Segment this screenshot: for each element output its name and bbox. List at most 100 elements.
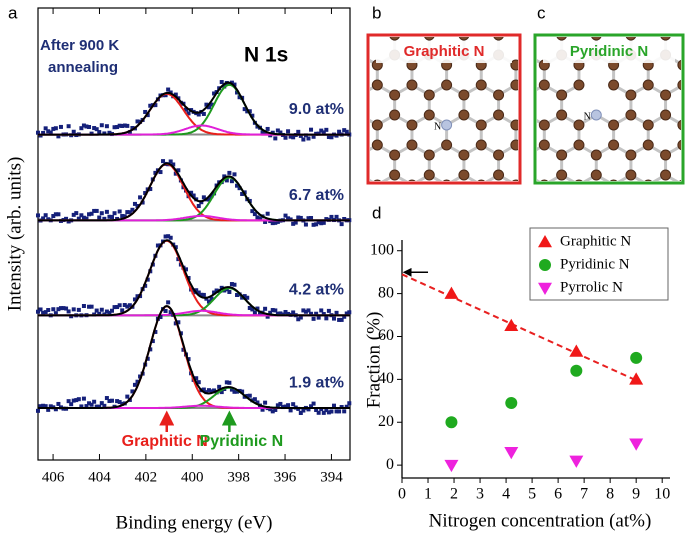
- bond: [510, 265, 527, 275]
- data-point: [204, 390, 209, 395]
- bond: [291, 55, 308, 65]
- carbon-atom: [442, 240, 452, 250]
- data-point: [120, 123, 125, 128]
- bond: [637, 205, 654, 215]
- data-point: [145, 113, 150, 118]
- data-point: [303, 222, 308, 227]
- carbon-atom: [251, 270, 261, 280]
- data-point: [263, 400, 268, 405]
- carbon-atom: [493, 149, 505, 161]
- title-bg: [376, 41, 512, 63]
- data-point: [122, 303, 127, 308]
- data-point: [191, 290, 196, 295]
- legend-marker: [539, 259, 551, 271]
- nitrogen-atom: [441, 119, 453, 131]
- carbon-atom: [320, 230, 330, 240]
- carbon-atom: [390, 230, 400, 240]
- bond: [343, 175, 360, 185]
- bond: [256, 0, 273, 5]
- data-point: [275, 219, 280, 224]
- x-axis-label: Binding energy (eV): [116, 512, 273, 533]
- carbon-atom: [557, 210, 567, 220]
- bond: [325, 265, 342, 275]
- legend-label: Pyridinic N: [560, 256, 630, 272]
- bond: [481, 265, 498, 275]
- panel-label: a: [8, 3, 18, 22]
- carbon-atom: [435, 20, 445, 30]
- bond: [256, 235, 273, 245]
- data-point: [235, 389, 240, 394]
- bond: [377, 265, 394, 275]
- data-point: [143, 109, 148, 114]
- legend-label: Graphitic N: [560, 233, 631, 249]
- carbon-atom: [615, 200, 625, 210]
- carbon-atom: [453, 270, 463, 280]
- series-label: 9.0 at%: [289, 101, 344, 118]
- carbon-atom: [546, 20, 556, 30]
- data-point: [64, 306, 69, 311]
- carbon-atom: [660, 89, 672, 101]
- carbon-atom: [418, 290, 428, 300]
- data-point: [166, 234, 171, 239]
- data-point: [298, 410, 303, 415]
- fit-curve: [38, 239, 350, 317]
- carbon-atom: [556, 37, 567, 41]
- data-point: [132, 382, 137, 387]
- carbon-atom: [511, 20, 521, 30]
- carbon-atom: [268, 140, 278, 150]
- data-point: [342, 128, 347, 133]
- carbon-atom: [573, 119, 585, 131]
- carbon-atom: [678, 20, 685, 30]
- carbon-atom: [494, 290, 504, 300]
- data-point: [324, 217, 329, 222]
- carbon-atom: [580, 200, 590, 210]
- trend-line: [401, 273, 640, 383]
- data-point: [97, 404, 102, 409]
- carbon-atom: [338, 260, 348, 270]
- data-point: [265, 314, 270, 319]
- data-point: [339, 222, 344, 227]
- carbon-atom: [423, 169, 435, 181]
- bond: [648, 0, 665, 5]
- bond: [568, 0, 585, 5]
- data-point: [283, 309, 288, 314]
- carbon-atom: [371, 139, 383, 151]
- data-point: [112, 211, 117, 216]
- bond: [325, 0, 342, 5]
- data-point: [263, 131, 268, 136]
- carbon-atom: [556, 109, 568, 121]
- x-tick-label: 402: [135, 469, 158, 485]
- bond: [458, 235, 475, 245]
- bond: [291, 145, 308, 155]
- carbon-atom: [355, 110, 365, 120]
- data-point: [189, 190, 194, 195]
- carbon-atom: [268, 180, 278, 190]
- data-point: [120, 401, 125, 406]
- data-point: [71, 398, 76, 403]
- data-point: [196, 380, 201, 385]
- carbon-atom: [476, 240, 486, 250]
- data-point: [270, 221, 275, 226]
- carbon-atom: [609, 20, 619, 30]
- bond: [343, 0, 360, 5]
- carbon-atom: [423, 89, 435, 101]
- data-point: [163, 93, 168, 98]
- data-point: [278, 130, 283, 135]
- data-point: [339, 317, 344, 322]
- data-point: [232, 282, 237, 287]
- bond: [343, 265, 360, 275]
- bond: [273, 265, 290, 275]
- x-tick-label: 1: [424, 486, 432, 503]
- data-point: [153, 329, 158, 334]
- data-point: [278, 311, 283, 316]
- data-point: [196, 290, 201, 295]
- carbon-atom: [590, 149, 602, 161]
- data-point: [173, 171, 178, 176]
- data-point: [166, 300, 171, 305]
- peak-label: Pyridinic N: [200, 433, 284, 450]
- data-point: [107, 214, 112, 219]
- nitrogen-atom: [590, 109, 602, 121]
- carbon-atom: [286, 30, 296, 40]
- marker: [504, 447, 519, 460]
